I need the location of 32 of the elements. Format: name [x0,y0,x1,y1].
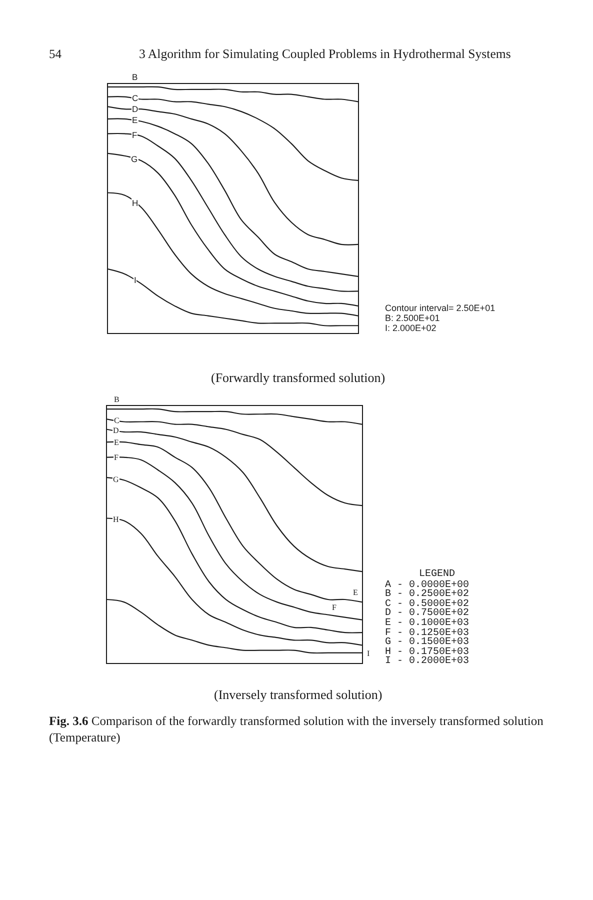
series-label: D [132,104,138,114]
text: 3 Algorithm for Simulating Coupled Problems in Hydrothermal Systems [139,47,511,61]
text: B: 2.500E+01 [385,313,440,323]
series-label: F [114,453,119,462]
caption: Fig. 3.6 Comparison of the forwardly transformed solution with the inversely transformed solution (Temperature) [49,714,544,744]
series-label: C [132,93,138,103]
text: LEGEND [419,569,456,580]
series-label: E [114,438,119,447]
series-label: B [114,395,120,404]
text: E - 0.1000E+03 [385,618,470,629]
text: I [367,649,370,658]
annotation: E [353,588,358,597]
series-label: H [132,198,138,208]
text: G - 0.1500E+03 [385,637,470,648]
text: Contour interval= 2.50E+01 [385,303,496,313]
text: B - 0.2500E+02 [385,589,470,600]
series-label: D [113,426,119,435]
series-label: H [113,515,119,524]
text: D - 0.7500E+02 [385,608,470,619]
series-label: G [131,154,138,164]
series-label: I [134,275,136,285]
series-label: G [113,475,119,484]
series-label: F [132,130,138,140]
text: (Inversely transformed solution) [214,687,382,702]
text: 54 [49,47,62,61]
text: (Forwardly transformed solution) [211,370,386,385]
text: I - 0.2000E+03 [385,656,470,667]
annotation: F [332,603,337,612]
series-label: C [114,416,120,425]
series-label: E [132,115,138,125]
text: I: 2.000E+02 [385,323,436,333]
series-label: B [132,72,138,82]
